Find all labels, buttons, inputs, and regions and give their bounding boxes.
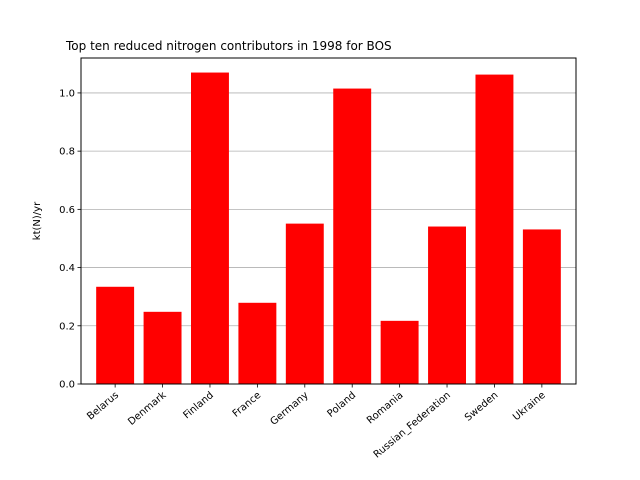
bar-belarus — [96, 286, 135, 384]
bars — [96, 72, 561, 385]
y-tick-label: 0.8 — [59, 147, 75, 158]
bar-france — [238, 302, 277, 384]
axes — [77, 57, 577, 388]
y-axis-label: kt(N)/yr — [32, 201, 43, 240]
bar-poland — [333, 88, 372, 384]
y-tick-label: 0.2 — [59, 321, 75, 332]
bar-ukraine — [522, 229, 561, 384]
bar-russian-federation — [428, 226, 466, 384]
y-tick-label: 1.0 — [59, 88, 75, 99]
y-tick-label: 0.0 — [59, 380, 75, 391]
y-tick-label: 0.6 — [59, 205, 75, 216]
bar-finland — [191, 72, 229, 384]
y-tick-labels: 0.0 0.2 0.4 0.6 0.8 1.0 — [59, 88, 75, 390]
plot-frame — [80, 57, 577, 385]
chart-title: Top ten reduced nitrogen contributors in… — [65, 39, 392, 53]
bar-romania — [380, 320, 419, 384]
bar-sweden — [475, 74, 514, 385]
y-tick-label: 0.4 — [59, 263, 75, 274]
bar-germany — [285, 223, 324, 384]
bar-denmark — [143, 311, 182, 384]
